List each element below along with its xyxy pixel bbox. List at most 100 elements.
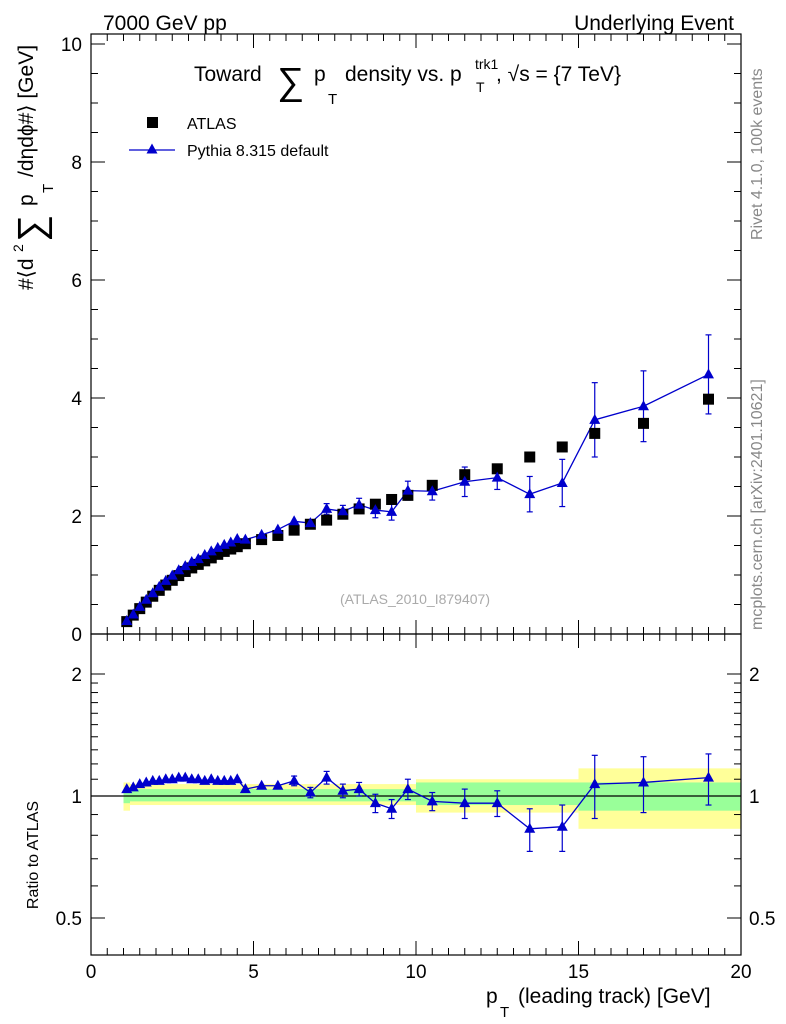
pythia-point bbox=[134, 600, 146, 611]
y-tick-label: 4 bbox=[71, 389, 82, 410]
pythia-point bbox=[179, 560, 191, 571]
ratio-point bbox=[288, 774, 300, 785]
pythia-point bbox=[127, 608, 139, 619]
x-tick-label: 5 bbox=[248, 962, 259, 983]
atlas-point bbox=[321, 514, 333, 526]
mcplots-label: mcplots.cern.ch [arXiv:2401.10621] bbox=[749, 379, 766, 630]
pythia-point bbox=[205, 545, 217, 556]
title-sub2: T bbox=[476, 79, 485, 95]
atlas-point bbox=[160, 579, 172, 591]
legend-atlas-marker bbox=[147, 117, 158, 128]
ratio-point bbox=[491, 797, 503, 808]
legend-pythia-label: Pythia 8.315 default bbox=[187, 143, 329, 160]
pythia-point bbox=[225, 536, 237, 547]
ratio-tick-label-right: 0.5 bbox=[749, 909, 775, 930]
ratio-point bbox=[402, 783, 414, 794]
atlas-point bbox=[353, 503, 365, 515]
atlas-point bbox=[192, 558, 204, 570]
ratio-point bbox=[703, 771, 714, 782]
atlas-point bbox=[459, 469, 471, 481]
ratio-point bbox=[369, 797, 381, 808]
ylabel-pre: #⟨d bbox=[15, 258, 38, 290]
pythia-point bbox=[256, 528, 268, 539]
atlas-point bbox=[212, 548, 224, 560]
ratio-tick-label-left: 2 bbox=[71, 665, 82, 686]
atlas-point bbox=[225, 543, 237, 555]
atlas-point bbox=[199, 555, 211, 567]
ratio-point bbox=[589, 778, 601, 789]
ratio-point bbox=[426, 795, 438, 806]
ratio-point bbox=[337, 784, 349, 795]
atlas-point bbox=[166, 574, 178, 586]
atlas-point bbox=[186, 562, 198, 574]
pythia-point bbox=[199, 548, 211, 559]
y-tick-label: 10 bbox=[61, 35, 82, 56]
title-p: p bbox=[314, 63, 326, 86]
title-sub: T bbox=[328, 91, 337, 108]
ratio-point bbox=[272, 779, 284, 790]
legend-pythia-marker bbox=[146, 143, 158, 154]
x-tick-label: 10 bbox=[405, 962, 426, 983]
title-pre: Toward bbox=[194, 63, 262, 86]
pythia-point bbox=[192, 553, 204, 564]
atlas-point bbox=[703, 393, 714, 405]
atlas-point bbox=[173, 570, 185, 582]
atlas-point bbox=[524, 451, 536, 463]
ratio-point bbox=[256, 779, 268, 790]
y-tick-label: 2 bbox=[71, 507, 82, 528]
atlas-point bbox=[218, 545, 230, 557]
xlabel-rest: (leading track) [GeV] bbox=[518, 985, 711, 1008]
ratio-point bbox=[231, 773, 243, 784]
pythia-point bbox=[556, 476, 568, 487]
pythia-point bbox=[160, 574, 172, 585]
legend: ATLAS Pythia 8.315 default bbox=[129, 116, 329, 160]
header-right: Underlying Event bbox=[574, 12, 734, 35]
ylabel-post: /dηdϕ#⟩ [GeV] bbox=[15, 45, 38, 177]
ylabel-sum: ∑ bbox=[11, 215, 53, 242]
pythia-point bbox=[353, 498, 365, 509]
pythia-point bbox=[153, 580, 165, 591]
ratio-point bbox=[304, 786, 316, 797]
title-sum: ∑ bbox=[277, 61, 304, 103]
pythia-point bbox=[638, 400, 649, 411]
y-tick-label: 6 bbox=[71, 271, 82, 292]
header-left: 7000 GeV pp bbox=[103, 12, 227, 35]
pythia-point bbox=[121, 615, 133, 626]
atlas-point bbox=[638, 417, 649, 429]
ratio-tick-label-right: 2 bbox=[749, 665, 760, 686]
y-tick-label: 0 bbox=[71, 625, 82, 646]
atlas-point bbox=[256, 534, 268, 546]
pythia-point bbox=[272, 523, 284, 534]
ratio-tick-label-left: 1 bbox=[71, 787, 82, 808]
pythia-point bbox=[524, 488, 536, 499]
pythia-point bbox=[304, 517, 316, 528]
title-post: , √s = {7 TeV} bbox=[496, 63, 621, 86]
ratio-point bbox=[205, 773, 217, 784]
ratio-point bbox=[192, 773, 204, 784]
ratio-point bbox=[353, 783, 365, 794]
x-tick-label: 20 bbox=[730, 962, 751, 983]
ylabel-p: p bbox=[15, 194, 38, 206]
atlas-point bbox=[491, 463, 503, 475]
atlas-point bbox=[556, 441, 568, 453]
ylabel-sq: 2 bbox=[10, 244, 26, 252]
atlas-point bbox=[402, 489, 414, 501]
xlabel-sub: T bbox=[500, 1004, 509, 1021]
ratio-point bbox=[638, 776, 649, 787]
atlas-point bbox=[589, 427, 601, 439]
pythia-point bbox=[239, 533, 251, 544]
pythia-point bbox=[231, 533, 243, 544]
pythia-point bbox=[147, 587, 159, 598]
x-tick-label: 0 bbox=[86, 962, 97, 983]
ratio-point bbox=[524, 822, 536, 833]
atlas-point bbox=[231, 541, 243, 553]
analysis-watermark: (ATLAS_2010_I879407) bbox=[340, 591, 490, 607]
pythia-point bbox=[459, 475, 471, 486]
pythia-point bbox=[186, 556, 198, 567]
atlas-point bbox=[179, 565, 191, 577]
y-axis-label: #⟨d 2 ∑ p T /dηdϕ#⟩ [GeV] bbox=[10, 45, 57, 290]
pythia-point bbox=[426, 485, 438, 496]
pythia-point bbox=[589, 413, 601, 424]
ylabel-sub: T bbox=[40, 184, 57, 193]
pythia-point bbox=[173, 564, 185, 575]
